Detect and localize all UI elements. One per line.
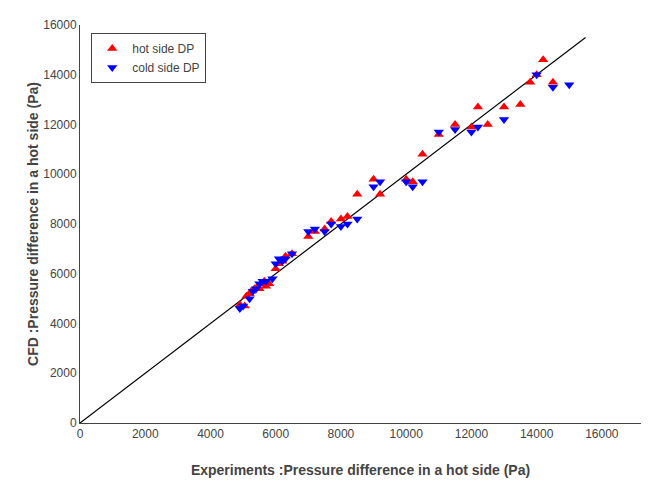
svg-text:2000: 2000 <box>50 366 77 380</box>
svg-text:CFD :Pressure difference in a: CFD :Pressure difference in a hot side (… <box>25 82 41 366</box>
svg-text:16000: 16000 <box>43 18 77 32</box>
svg-text:6000: 6000 <box>50 267 77 281</box>
svg-text:4000: 4000 <box>197 427 224 441</box>
svg-text:0: 0 <box>70 416 77 430</box>
svg-text:0: 0 <box>77 427 84 441</box>
svg-text:16000: 16000 <box>585 427 619 441</box>
svg-text:6000: 6000 <box>262 427 289 441</box>
svg-text:Experiments :Pressure differen: Experiments :Pressure difference in a ho… <box>191 462 530 478</box>
svg-text:8000: 8000 <box>50 217 77 231</box>
svg-text:12000: 12000 <box>455 427 489 441</box>
svg-text:10000: 10000 <box>43 167 77 181</box>
svg-text:2000: 2000 <box>132 427 159 441</box>
svg-text:hot side DP: hot side DP <box>132 42 194 56</box>
svg-text:cold side DP: cold side DP <box>132 61 199 75</box>
svg-text:12000: 12000 <box>43 118 77 132</box>
svg-text:14000: 14000 <box>43 68 77 82</box>
svg-text:10000: 10000 <box>389 427 423 441</box>
svg-text:14000: 14000 <box>520 427 554 441</box>
svg-text:8000: 8000 <box>328 427 355 441</box>
svg-text:4000: 4000 <box>50 317 77 331</box>
